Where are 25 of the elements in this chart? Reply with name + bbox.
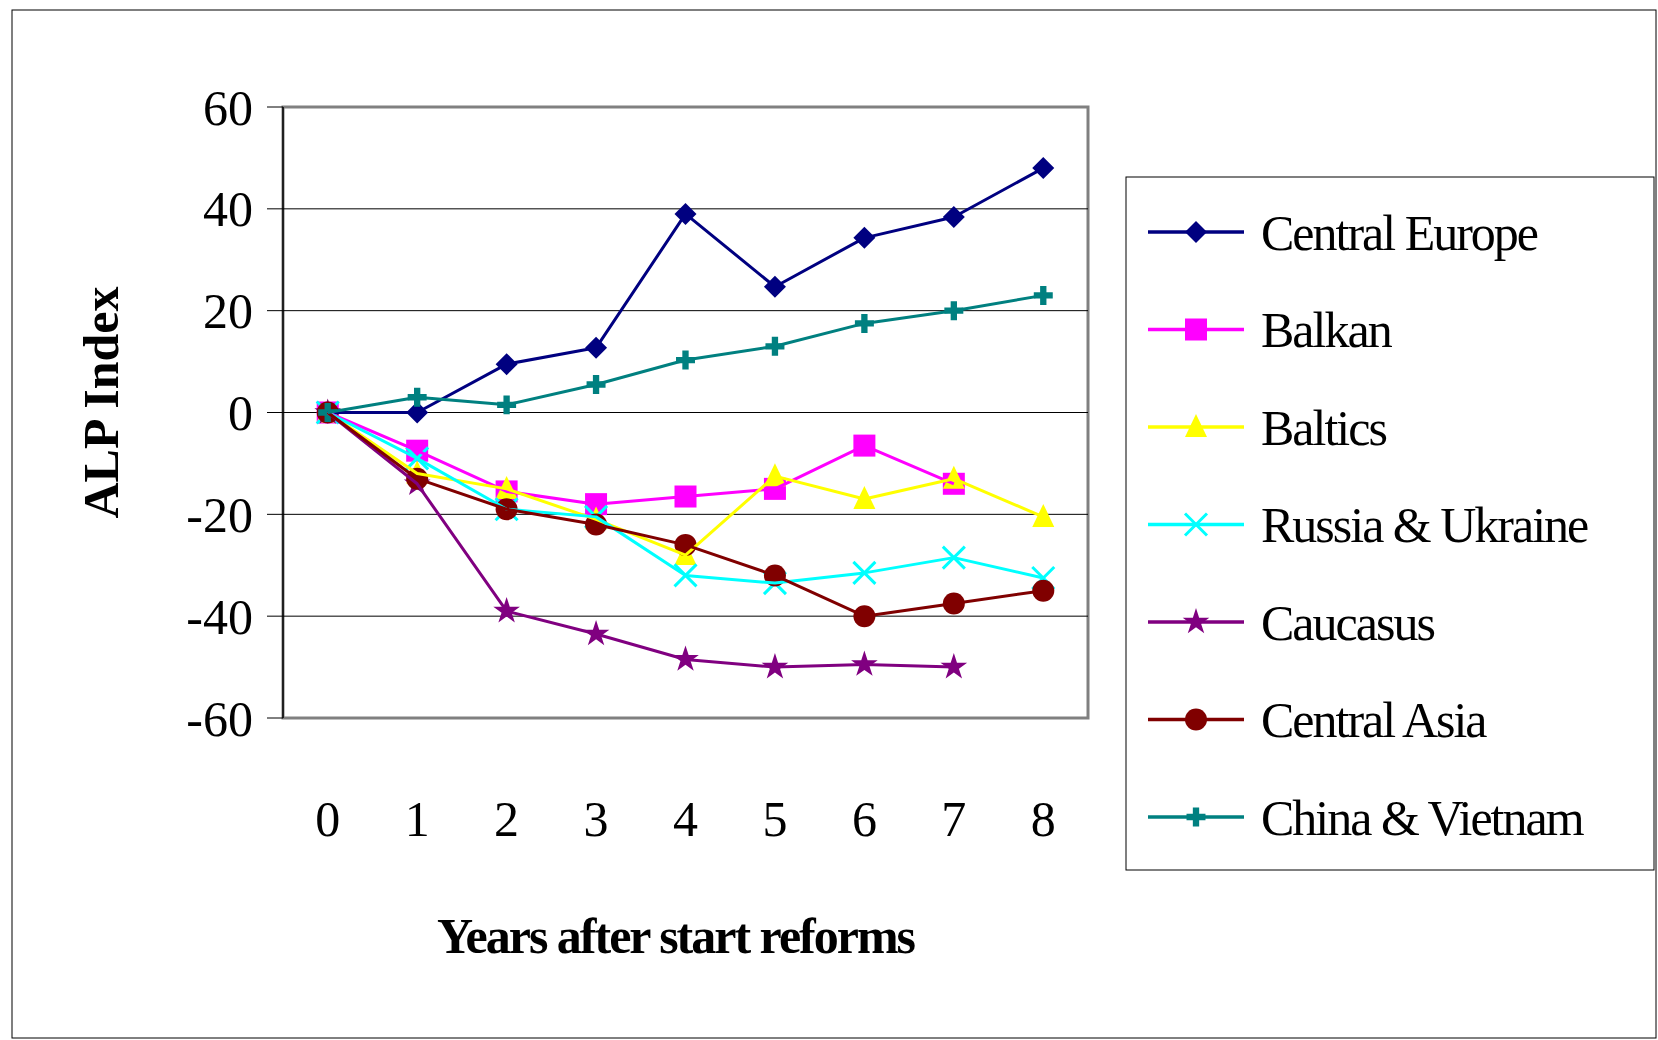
x-tick-label: 6 — [851, 790, 877, 847]
x-axis-title: Years after start reforms — [436, 907, 916, 964]
x-tick-label: 0 — [315, 790, 341, 847]
y-tick-label: 40 — [203, 181, 253, 238]
y-tick-label: -60 — [186, 690, 253, 747]
y-tick-label: 20 — [203, 283, 253, 340]
x-tick-label: 1 — [404, 790, 430, 847]
x-tick-label: 8 — [1030, 790, 1056, 847]
y-tick-label: 0 — [228, 385, 253, 441]
x-tick-label: 5 — [762, 790, 788, 847]
x-tick-label: 4 — [673, 790, 698, 847]
legend-label: Baltics — [1261, 399, 1387, 456]
y-tick-label: 60 — [203, 79, 253, 136]
y-tick-label: -40 — [186, 588, 253, 645]
x-tick-label: 2 — [494, 790, 520, 847]
x-tick-label: 7 — [941, 790, 967, 847]
y-tick-label: -20 — [186, 486, 253, 543]
legend-label: Central Europe — [1261, 204, 1538, 261]
legend-label: Russia & Ukraine — [1261, 497, 1589, 553]
legend-label: Caucasus — [1261, 594, 1435, 651]
legend-label: Central Asia — [1261, 692, 1488, 748]
x-tick-label: 3 — [583, 790, 609, 847]
y-axis-title: ALP Index — [72, 286, 129, 519]
legend-label: Balkan — [1261, 302, 1393, 358]
legend-label: China & Vietnam — [1261, 789, 1585, 846]
